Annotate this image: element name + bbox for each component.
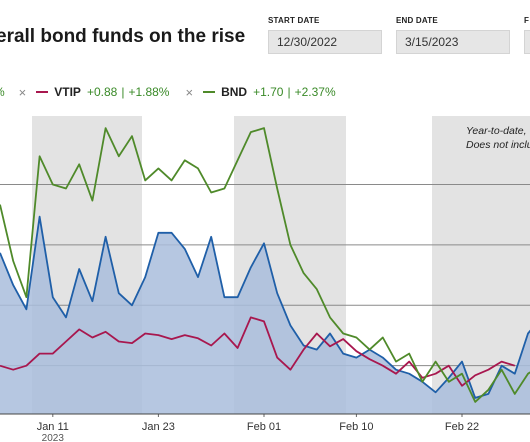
note-line-2: Does not inclu — [466, 139, 530, 151]
x-tick-label-3: Feb 10 — [339, 421, 373, 433]
x-tick-label-4: Feb 22 — [445, 421, 479, 433]
remove-bnd-icon[interactable]: × — [185, 84, 194, 100]
x-tick-label-2: Feb 01 — [247, 421, 281, 433]
legend-item-bnd: × BND +1.70 | +2.37% — [185, 85, 335, 100]
legend: % × VTIP +0.88 | +1.88% × BND +1.70 | +2… — [0, 83, 352, 101]
vtip-swatch — [36, 91, 49, 93]
x-tick-sublabel-0: 2023 — [42, 433, 65, 442]
bnd-separator: | — [287, 85, 291, 99]
bnd-change: +1.70 — [253, 85, 284, 99]
remove-vtip-icon[interactable]: × — [18, 84, 27, 100]
vtip-name: VTIP — [54, 85, 81, 99]
bnd-percent: +2.37% — [294, 85, 336, 99]
background-band-2 — [432, 116, 530, 414]
x-tick-label-0: Jan 11 — [37, 421, 69, 433]
chart-title: erall bond funds on the rise — [0, 26, 246, 47]
legend-item-vtip: × VTIP +0.88 | +1.88% — [19, 85, 170, 100]
series-line-vtip — [0, 316, 516, 387]
end-date-input[interactable]: 3/15/2023 — [396, 30, 510, 54]
vtip-percent: +1.88% — [128, 85, 170, 99]
bnd-swatch — [203, 91, 216, 93]
start-date-input[interactable]: 12/30/2022 — [268, 30, 382, 54]
vtip-separator: | — [121, 85, 125, 99]
series-line-primary — [0, 215, 530, 399]
legend-partial-text: % — [0, 85, 5, 99]
series-area-0 — [0, 216, 530, 414]
vtip-change: +0.88 — [86, 85, 118, 99]
bnd-name: BND — [221, 85, 248, 99]
end-date-label: END DATE — [396, 16, 438, 25]
series-line-bnd — [0, 127, 530, 403]
note-line-1: Year-to-date, — [466, 125, 527, 137]
x-tick-label-1: Jan 23 — [142, 421, 175, 433]
start-date-label: START DATE — [268, 16, 320, 25]
frequency-label: F — [524, 16, 530, 25]
frequency-select[interactable] — [524, 30, 530, 54]
chart-note: Year-to-date, Does not inclu — [466, 124, 530, 152]
